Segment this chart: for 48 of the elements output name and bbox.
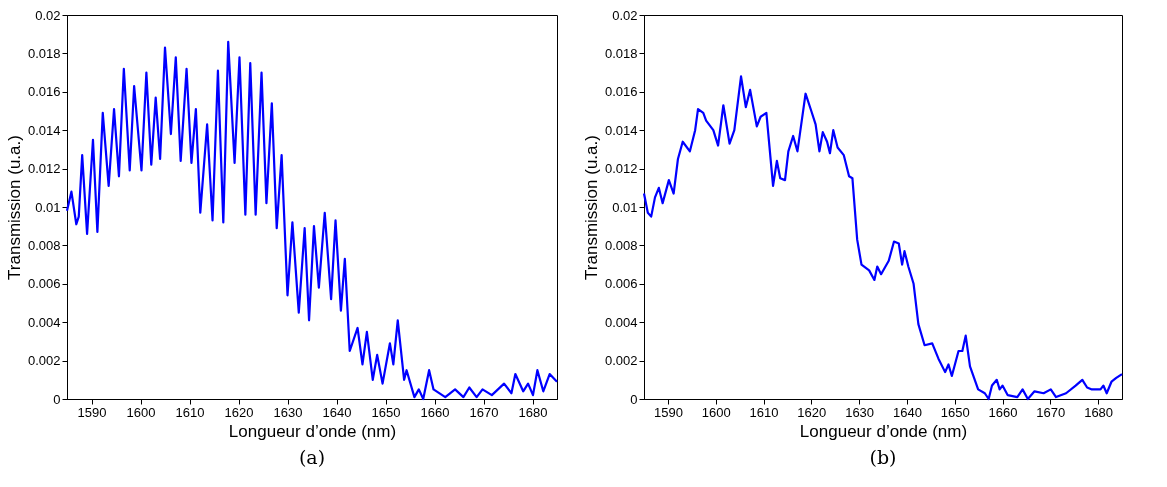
- x-tick-label: 1680: [518, 404, 548, 420]
- y-tick-label: 0.004: [604, 314, 638, 330]
- x-tick-label: 1670: [1036, 404, 1066, 420]
- y-tick-label: 0.012: [27, 161, 61, 177]
- x-tick-label: 1590: [653, 404, 683, 420]
- x-tick-label: 1650: [371, 404, 401, 420]
- y-tick-label: 0.018: [27, 45, 61, 61]
- x-tick-label: 1680: [1084, 404, 1114, 420]
- y-tick-label: 0.02: [612, 7, 638, 23]
- x-tick-label: 1630: [845, 404, 875, 420]
- x-tick-label: 1620: [224, 404, 254, 420]
- x-tick-label: 1600: [126, 404, 156, 420]
- y-tick-label: 0.018: [604, 45, 638, 61]
- x-tick-label: 1650: [940, 404, 970, 420]
- y-tick-label: 0.006: [27, 276, 61, 292]
- y-tick-label: 0.006: [604, 276, 638, 292]
- y-tick-label: 0.01: [35, 199, 61, 215]
- y-tick-label: 0.014: [604, 122, 638, 138]
- y-tick-label: 0: [53, 391, 61, 407]
- x-tick-label: 1610: [175, 404, 205, 420]
- x-tick-label: 1590: [77, 404, 107, 420]
- x-tick-label: 1610: [749, 404, 779, 420]
- x-axis-title: Longueur d’onde (nm): [228, 421, 397, 441]
- x-tick-label: 1660: [988, 404, 1018, 420]
- x-tick-label: 1640: [322, 404, 352, 420]
- x-tick-label: 1620: [797, 404, 827, 420]
- y-axis-title: Transmission (u.a.): [4, 135, 24, 280]
- x-tick-label: 1600: [701, 404, 731, 420]
- text: (b): [869, 446, 897, 468]
- y-axis-title: Transmission (u.a.): [581, 135, 601, 280]
- y-tick-label: 0.008: [27, 237, 61, 253]
- y-tick-label: 0.02: [35, 7, 61, 23]
- y-tick-label: 0.016: [27, 84, 61, 100]
- x-axis-title: Longueur d’onde (nm): [799, 421, 968, 441]
- x-tick-label: 1660: [420, 404, 450, 420]
- x-tick-label: 1670: [469, 404, 499, 420]
- y-tick-label: 0.01: [612, 199, 638, 215]
- x-tick-label: 1640: [892, 404, 922, 420]
- y-tick-label: 0.012: [604, 161, 638, 177]
- y-tick-label: 0.016: [604, 84, 638, 100]
- y-tick-label: 0.002: [27, 353, 61, 369]
- y-tick-label: 0.004: [27, 314, 61, 330]
- y-tick-label: 0.008: [604, 237, 638, 253]
- y-tick-label: 0.014: [27, 122, 61, 138]
- text: (a): [298, 446, 326, 468]
- y-tick-label: 0.002: [604, 353, 638, 369]
- y-tick-label: 0: [630, 391, 638, 407]
- x-tick-label: 1630: [273, 404, 303, 420]
